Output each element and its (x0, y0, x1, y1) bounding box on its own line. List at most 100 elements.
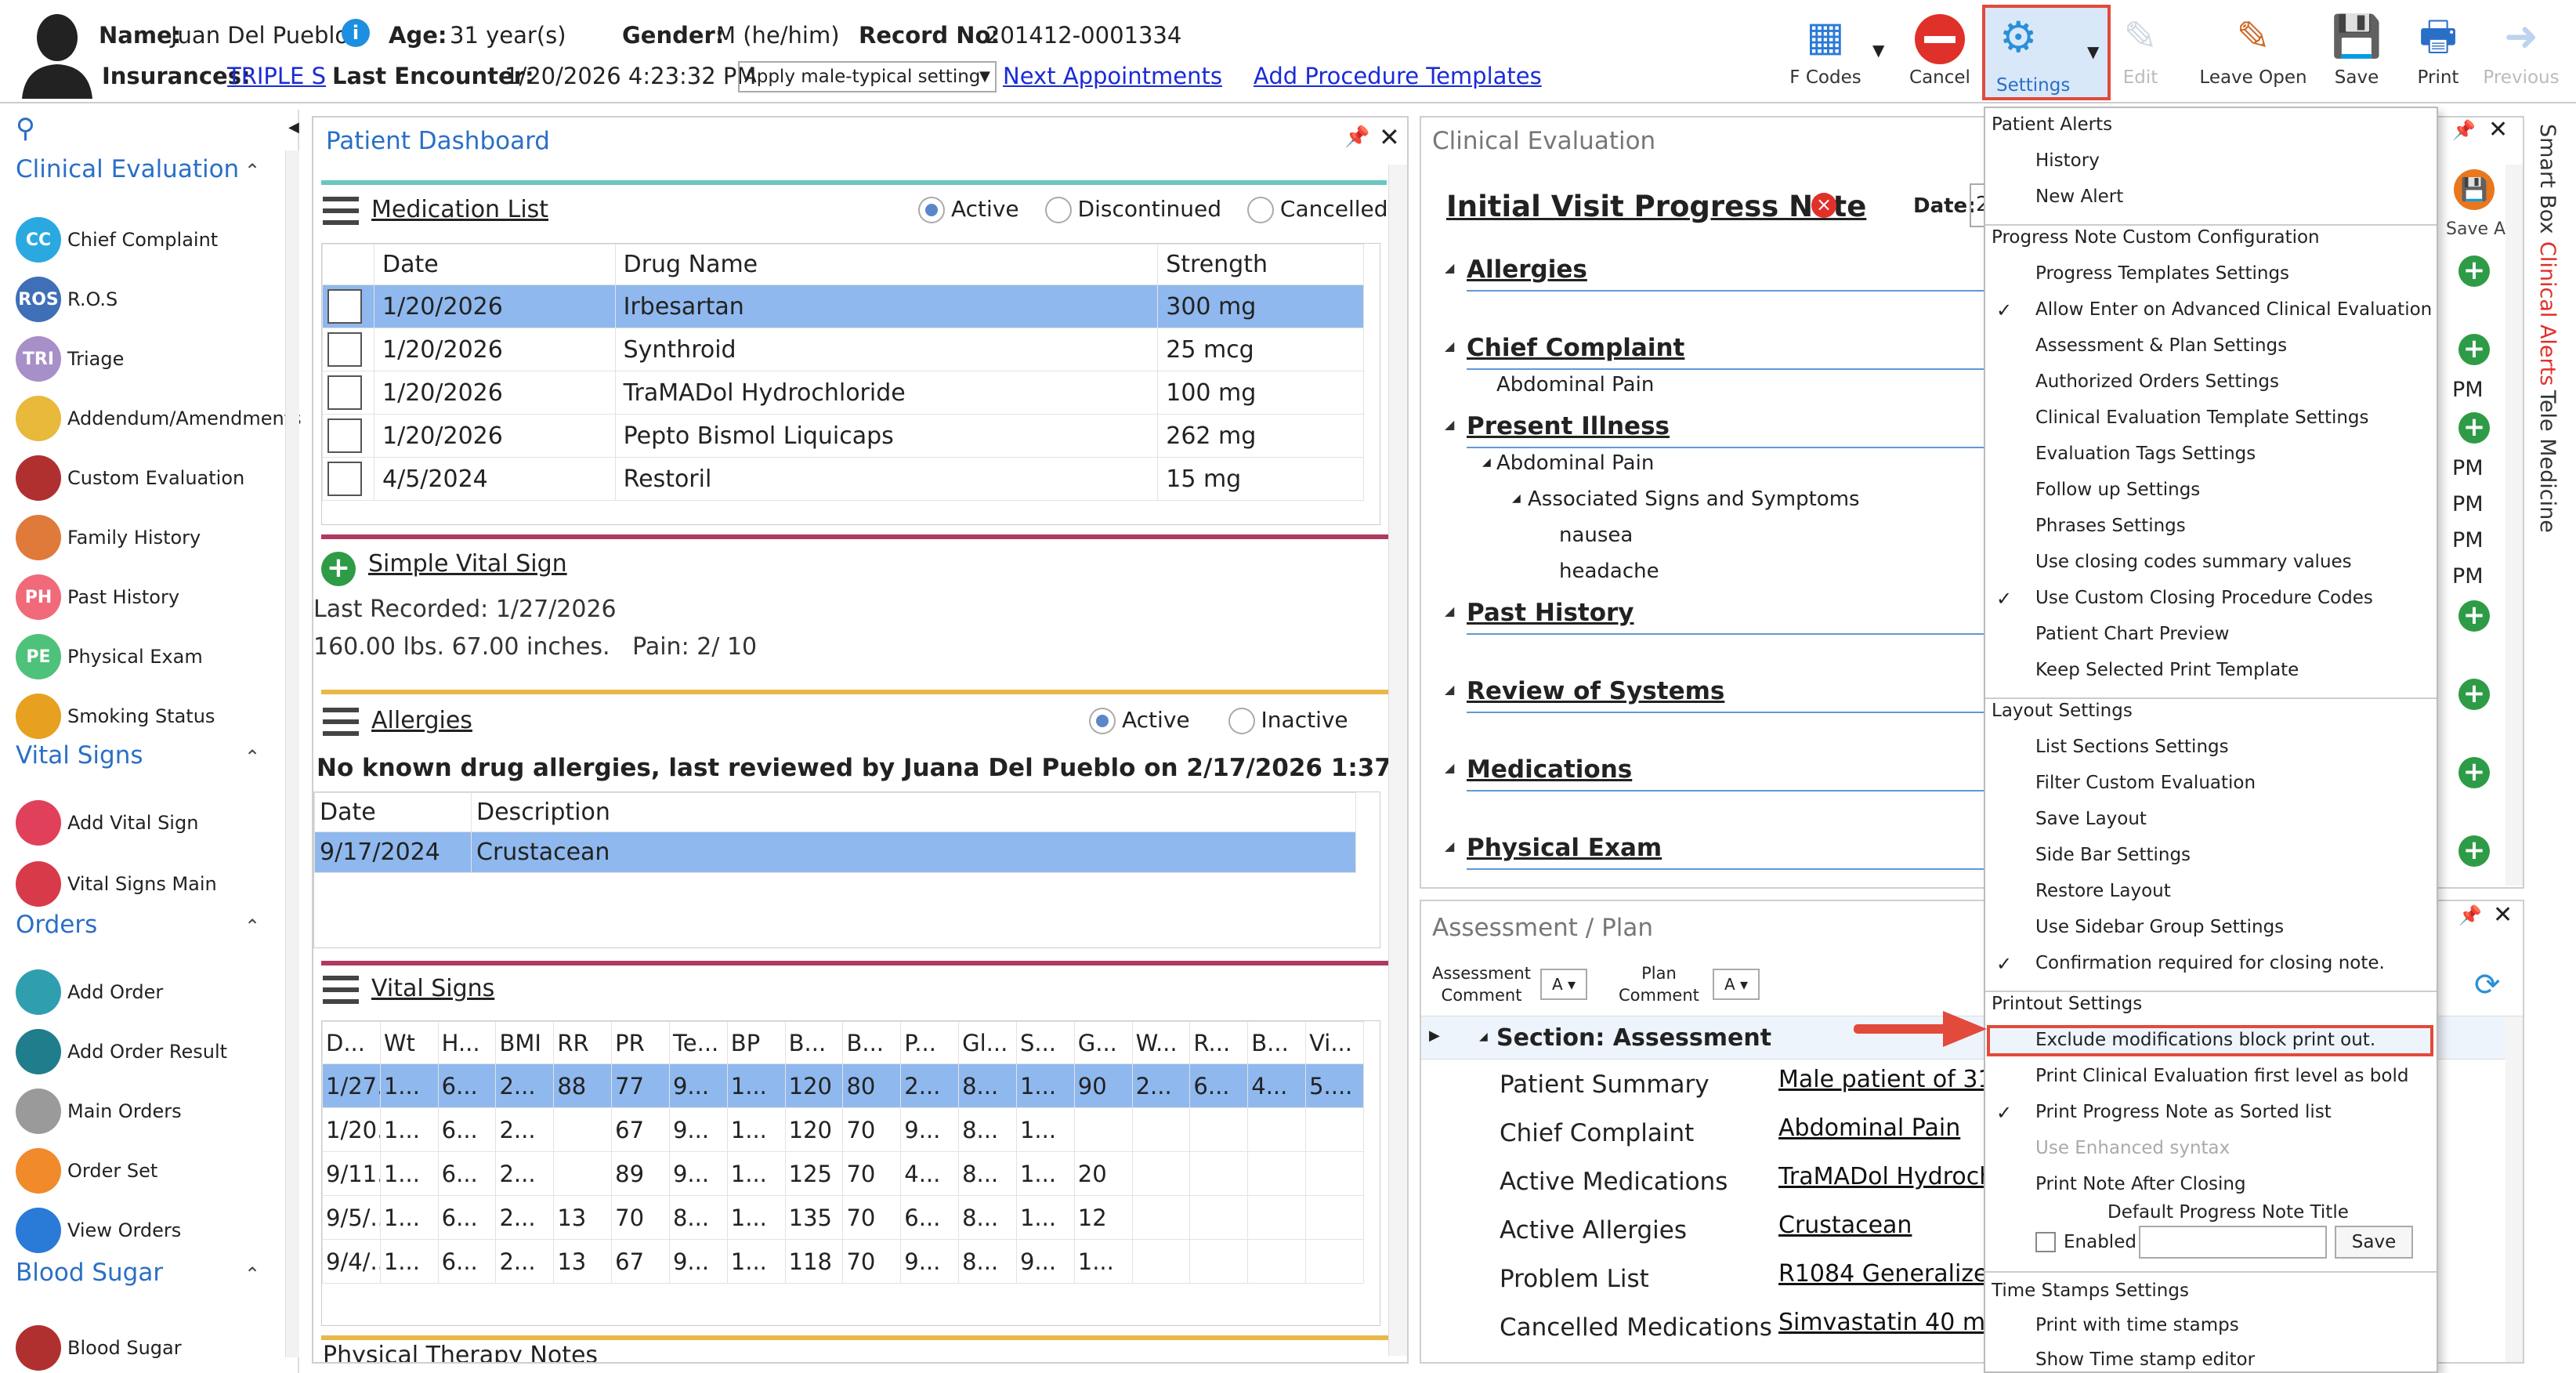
row-checkbox-cell[interactable] (322, 328, 374, 371)
column-header[interactable]: PR (611, 1021, 670, 1064)
enabled-checkbox[interactable] (2035, 1232, 2056, 1252)
table-row[interactable]: 9/4/...1...6...2...13679...1...118709...… (322, 1239, 1364, 1284)
row-checkbox-cell[interactable] (322, 371, 374, 415)
sidebar-item[interactable]: Add Vital Sign (16, 799, 198, 846)
column-header[interactable]: Description (471, 792, 1356, 832)
clinical-section-title[interactable]: Medications (1445, 755, 1632, 784)
simple-vital-header[interactable]: + Simple Vital Sign (321, 550, 567, 586)
column-header[interactable]: R... (1189, 1021, 1249, 1064)
table-row[interactable]: 1/20/2026 TraMADol Hydrochloride 100 mg (322, 371, 1364, 415)
menu-item[interactable]: Assessment & Plan Settings (2035, 335, 2288, 356)
row-checkbox[interactable] (327, 375, 362, 410)
menu-item[interactable]: Print Note After Closing (2035, 1174, 2246, 1194)
menu-item[interactable]: Progress Templates Settings (2035, 263, 2290, 284)
medication-list-header[interactable]: Medication List (323, 196, 548, 225)
add-icon[interactable]: + (321, 552, 356, 586)
chevron-up-icon[interactable]: ⌃ (244, 1263, 261, 1285)
print-button[interactable]: 🖶 Print (2391, 6, 2485, 88)
column-header[interactable]: W... (1131, 1021, 1191, 1064)
row-checkbox[interactable] (327, 332, 362, 367)
assessment-row-value[interactable]: Simvastatin 40 mg (1778, 1309, 1985, 1336)
allergies-header[interactable]: Allergies (323, 707, 472, 736)
column-header[interactable]: Strength (1157, 244, 1364, 285)
menu-icon[interactable] (323, 975, 359, 1004)
menu-item[interactable]: Patient Chart Preview (2035, 624, 2230, 644)
table-row[interactable]: 1/20/2026 Pepto Bismol Liquicaps 262 mg (322, 414, 1364, 458)
table-row[interactable]: 4/5/2024 Restoril 15 mg (322, 457, 1364, 501)
edit-button[interactable]: ✎ Edit (2093, 6, 2187, 88)
sidebar-scrollbar[interactable] (285, 150, 299, 1357)
symptom-nausea[interactable]: nausea (1559, 523, 1634, 547)
med-cancelled-radio[interactable] (1246, 197, 1274, 223)
menu-item[interactable]: Evaluation Tags Settings (2035, 444, 2256, 464)
table-row[interactable]: 1/20...1...6...2...679...1...120709...8.… (322, 1107, 1364, 1152)
column-header[interactable]: BP (726, 1021, 786, 1064)
sidebar-item[interactable]: Order Set (16, 1147, 157, 1194)
allergy-active-radio[interactable] (1089, 708, 1116, 734)
column-header[interactable]: D... (322, 1021, 381, 1064)
menu-print-time-stamps[interactable]: Print with time stamps (2035, 1315, 2239, 1335)
pin-icon[interactable]: 📌 (2458, 904, 2482, 926)
sidebar-item[interactable]: Add Order (16, 969, 163, 1016)
menu-icon[interactable] (323, 707, 359, 736)
vital-signs-header[interactable]: Vital Signs (323, 975, 494, 1004)
close-icon[interactable]: ✕ (2493, 901, 2513, 929)
sidebar-item[interactable]: Addendum/Amendments (16, 395, 302, 442)
clinical-section-title[interactable]: Review of Systems (1445, 677, 1724, 705)
add-icon[interactable]: + (2458, 334, 2490, 365)
row-checkbox-cell[interactable] (322, 414, 374, 458)
menu-item[interactable]: Allow Enter on Advanced Clinical Evaluat… (2035, 299, 2433, 320)
save-button[interactable]: 💾 Save (2310, 6, 2404, 88)
symptom-headache[interactable]: headache (1559, 560, 1659, 583)
sidebar-section-title[interactable]: Clinical Evaluation (16, 155, 240, 183)
menu-item[interactable]: Save Layout (2035, 809, 2147, 829)
column-header[interactable]: B... (784, 1021, 844, 1064)
table-row[interactable]: 9/11...1...6...2...899...1...125704...8.… (322, 1151, 1364, 1196)
menu-item[interactable]: Use Sidebar Group Settings (2035, 917, 2285, 937)
default-title-input[interactable] (2139, 1226, 2327, 1259)
table-row[interactable]: 9/5/...1...6...2...13708...1...135706...… (322, 1195, 1364, 1240)
row-checkbox[interactable] (327, 462, 362, 496)
add-icon[interactable]: + (2458, 679, 2490, 710)
menu-item[interactable]: Use Enhanced syntax (2035, 1138, 2230, 1158)
column-header[interactable]: S... (1015, 1021, 1075, 1064)
remove-icon[interactable]: × (1811, 193, 1836, 218)
column-header[interactable]: P... (900, 1021, 960, 1064)
menu-item[interactable]: Print Clinical Evaluation first level as… (2035, 1066, 2409, 1086)
menu-item[interactable]: History (2035, 150, 2100, 171)
collapse-sidebar-icon[interactable]: ◀ (288, 119, 299, 136)
menu-item[interactable]: Follow up Settings (2035, 480, 2201, 500)
sidebar-item[interactable]: Smoking Status (16, 693, 215, 740)
table-row[interactable]: 1/20/2026 Synthroid 25 mcg (322, 328, 1364, 371)
cancel-button[interactable]: Cancel (1893, 6, 1987, 88)
simple-vital-title[interactable]: Simple Vital Sign (368, 550, 567, 578)
menu-item[interactable]: Restore Layout (2035, 881, 2171, 901)
assoc-signs[interactable]: Associated Signs and Symptoms (1528, 487, 1860, 511)
settings-button[interactable]: ⚙ ▼ Settings (1982, 5, 2111, 100)
add-procedure-templates-link[interactable]: Add Procedure Templates (1254, 63, 1542, 89)
chevron-up-icon[interactable]: ⌃ (244, 915, 261, 937)
row-checkbox[interactable] (327, 418, 362, 453)
sidebar-item[interactable]: CC Chief Complaint (16, 216, 218, 263)
expand-icon[interactable]: ◢ (1482, 456, 1491, 469)
column-header[interactable]: BMI (495, 1021, 555, 1064)
table-row[interactable]: 1/20/2026 Irbesartan 300 mg (322, 284, 1364, 328)
vital-signs-title[interactable]: Vital Signs (371, 975, 495, 1002)
medication-list-title[interactable]: Medication List (371, 196, 549, 223)
add-icon[interactable]: + (2458, 600, 2490, 632)
clinical-section-title[interactable]: Past History (1445, 599, 1634, 627)
plan-comment-dropdown[interactable]: A ▾ (1713, 969, 1760, 1000)
assessment-row-value[interactable]: Crustacean (1778, 1212, 1912, 1239)
sidebar-item[interactable]: Family History (16, 514, 201, 561)
column-header[interactable]: Date (314, 792, 472, 832)
assessment-row-value[interactable]: R1084 Generalized (1778, 1260, 1985, 1288)
clinical-section-title[interactable]: Chief Complaint (1445, 334, 1684, 362)
tab-tele-medicine[interactable]: Tele Medicine (2535, 390, 2560, 533)
sidebar-item[interactable]: TRI Triage (16, 335, 124, 382)
info-icon[interactable]: i (342, 19, 370, 47)
column-header[interactable]: Drug Name (614, 244, 1159, 285)
column-header[interactable]: Gl... (958, 1021, 1017, 1064)
menu-item[interactable]: List Sections Settings (2035, 737, 2229, 757)
menu-item[interactable]: Keep Selected Print Template (2035, 660, 2299, 680)
allergy-inactive-radio[interactable] (1228, 708, 1255, 734)
